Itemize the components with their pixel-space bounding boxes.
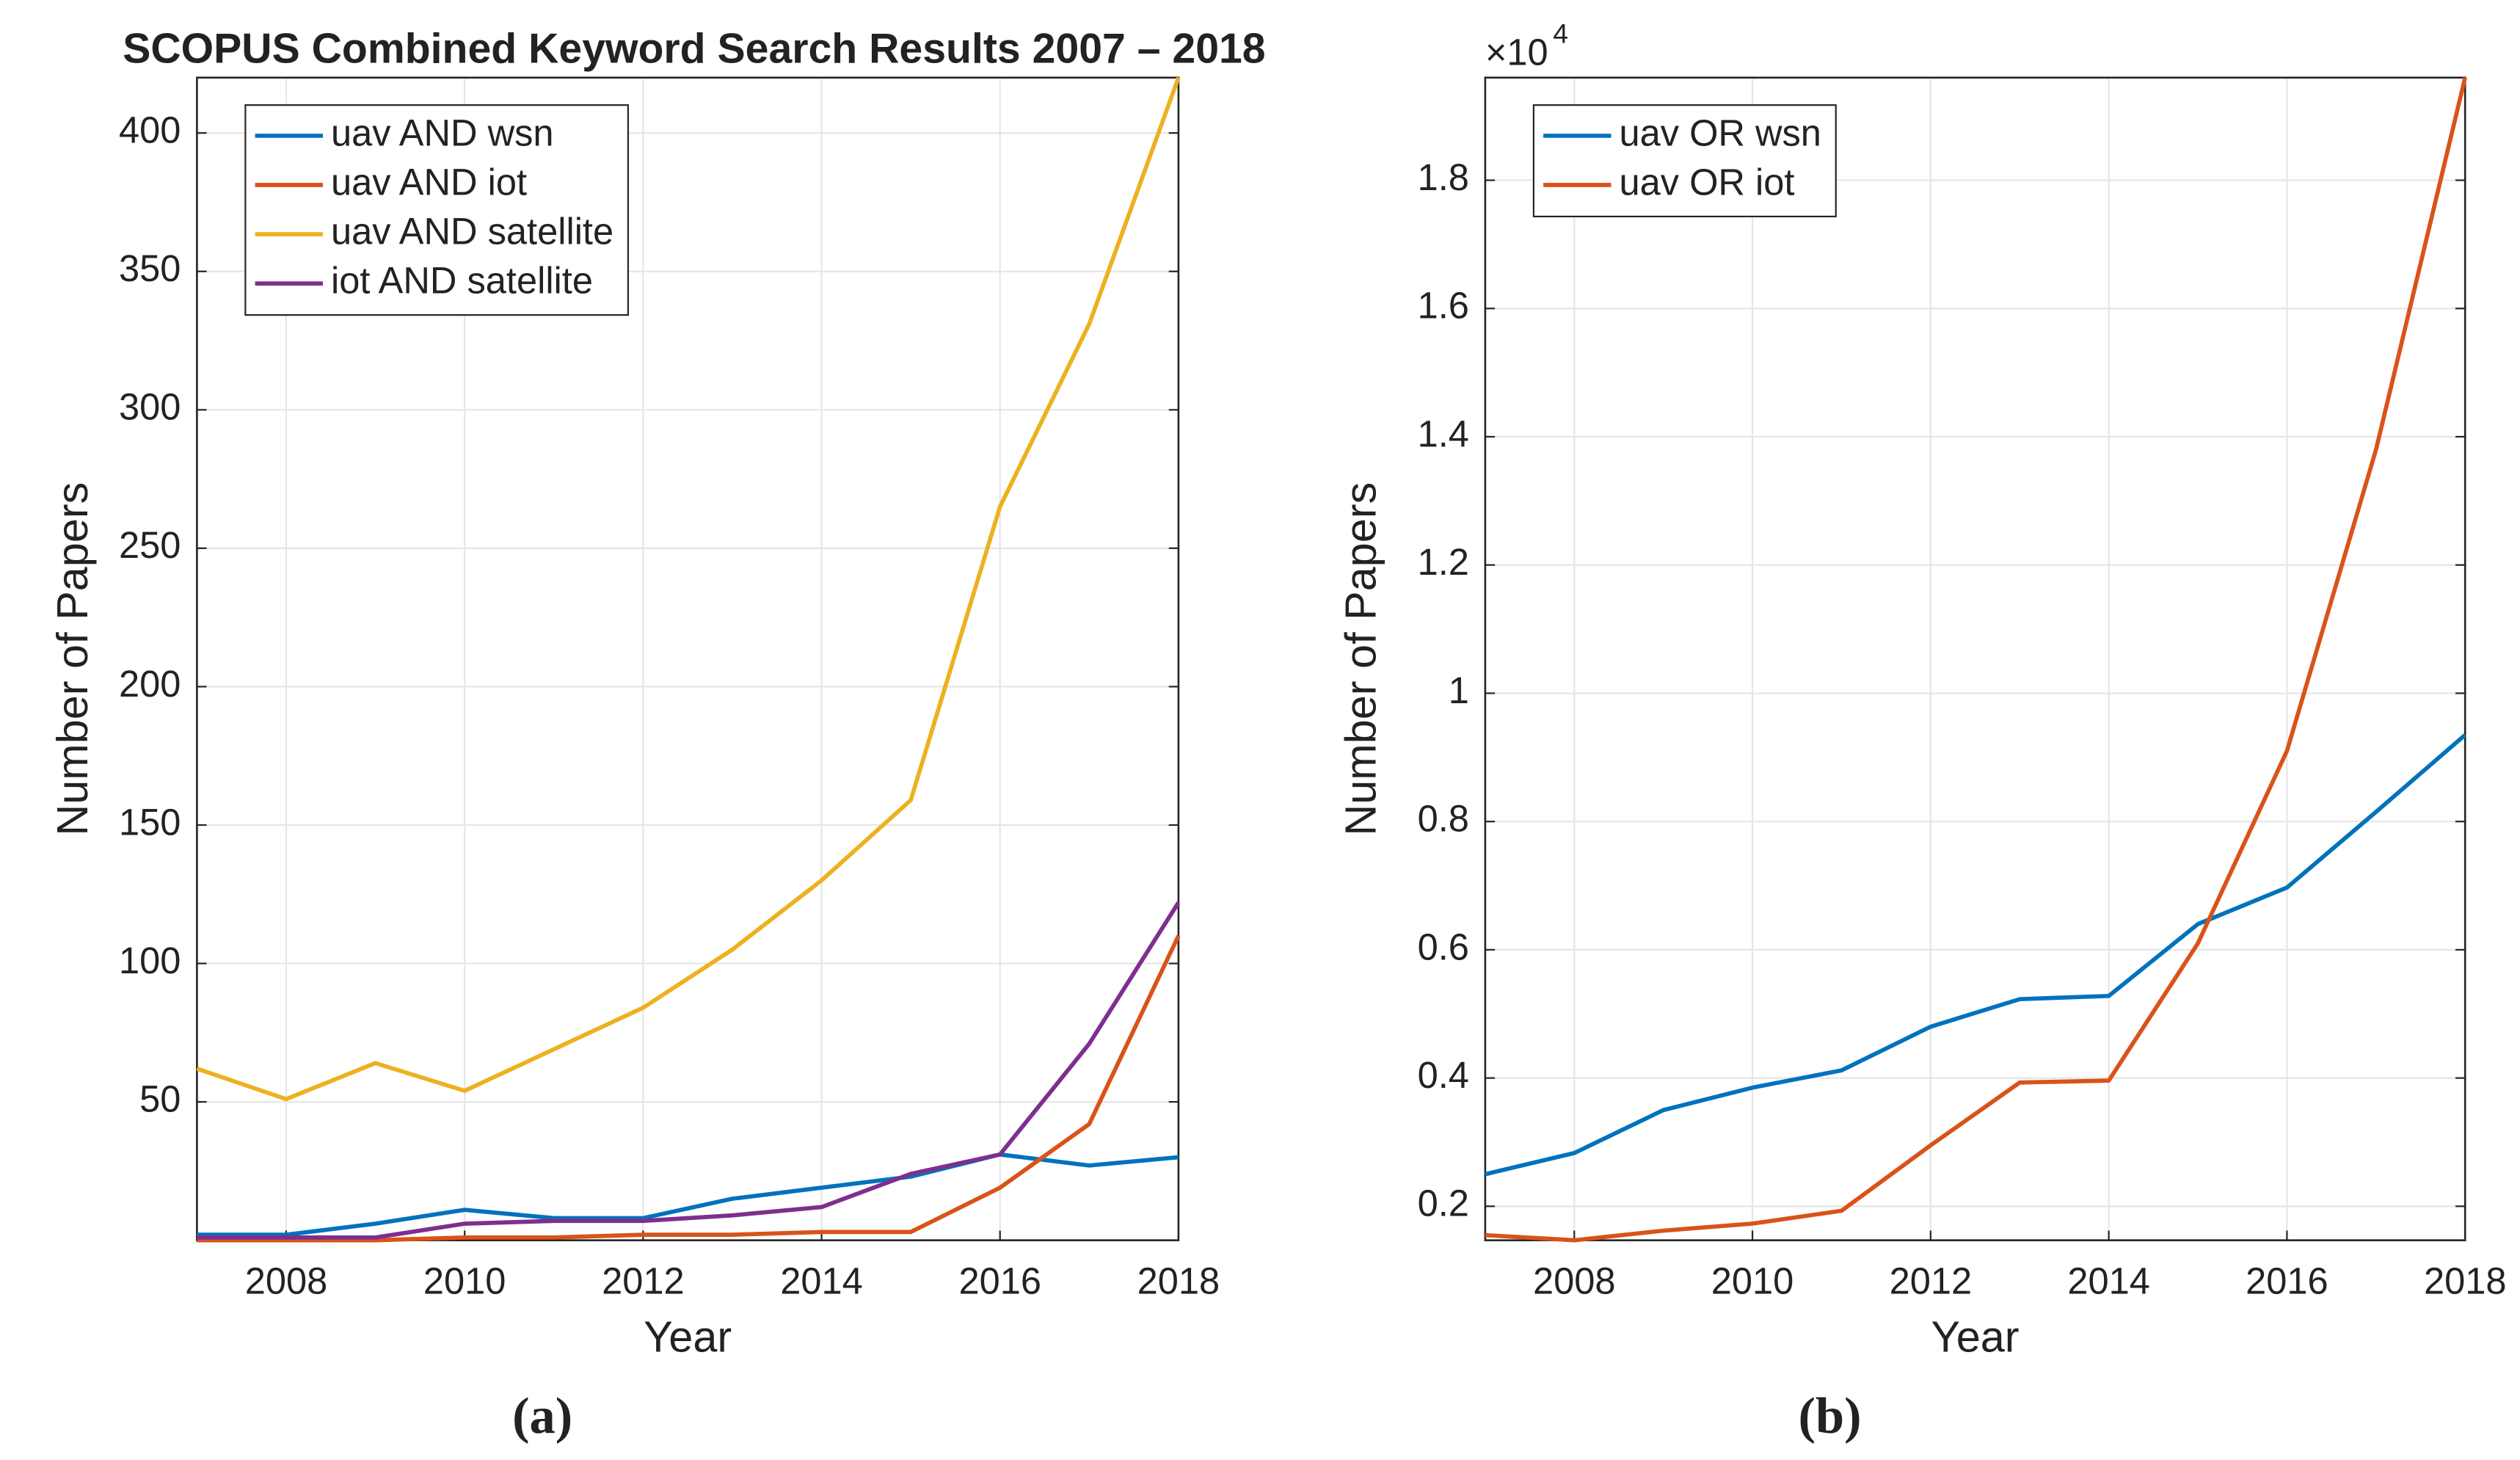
x-tick-label: 2010: [1711, 1260, 1794, 1301]
y-tick-label: 1.4: [1418, 413, 1469, 454]
y-tick-label: 100: [119, 940, 181, 981]
y-axis-label: Number of Papers: [1336, 482, 1385, 836]
y-tick-label: 50: [139, 1078, 181, 1119]
legend: uav AND wsn uav AND iot uav AND satellite i…: [244, 104, 630, 316]
caption: (b): [1799, 1387, 1862, 1445]
y-tick-label: 300: [119, 386, 181, 428]
y-tick-label: 400: [119, 109, 181, 151]
y-tick-label: 1.6: [1418, 285, 1469, 327]
chart-title: SCOPUS Combined Keyword Search Results 2…: [123, 26, 1265, 73]
y-tick-label: 1.8: [1418, 156, 1469, 198]
axes: 2008 2010 2012 2014 2016 2018 0.2 0.4 0.6 0.8 1 1.2…: [1336, 18, 2507, 1445]
plot-area: [1485, 77, 2466, 1241]
data-line: [1485, 733, 2467, 1177]
x-tick-label: 2012: [602, 1260, 685, 1301]
x-tick-label: 2018: [2424, 1260, 2507, 1301]
legend-label: uav AND satellite: [331, 210, 613, 252]
axes: 2008 2010 2012 2014 2016 2018 50 100 150 200 250 30…: [48, 26, 1266, 1445]
y-tick-label: 350: [119, 247, 181, 289]
y-multiplier: ×10: [1485, 31, 1548, 73]
x-tick-label: 2008: [1533, 1260, 1616, 1301]
data-line: [197, 934, 1181, 1243]
x-tick-label: 2016: [2246, 1260, 2328, 1301]
y-tick-label: 1: [1449, 669, 1469, 711]
y-tick-label: 250: [119, 524, 181, 566]
axes-box: [196, 76, 1180, 1241]
y-tick-label: 0.4: [1418, 1054, 1469, 1096]
y-tick-label: 0.2: [1418, 1183, 1469, 1224]
axes-box: [1484, 76, 2466, 1241]
legend: uav OR wsn uav OR iot: [1532, 104, 1837, 218]
x-tick-label: 2014: [780, 1260, 863, 1301]
y-tick-label: 0.6: [1418, 926, 1469, 967]
data-line: [196, 76, 1181, 1102]
x-tick-label: 2010: [423, 1260, 506, 1301]
legend-box: [1532, 104, 1837, 218]
y-tick-label: 1.2: [1418, 541, 1469, 583]
x-tick-label: 2014: [2067, 1260, 2150, 1301]
y-tick-label: 150: [119, 801, 181, 843]
y-tick-label: 0.8: [1418, 798, 1469, 840]
x-axis-label: Year: [1931, 1312, 2020, 1362]
x-tick-label: 2018: [1137, 1260, 1220, 1301]
x-axis-label: Year: [644, 1312, 732, 1362]
legend-label: uav AND wsn: [331, 112, 554, 153]
data-line: [197, 901, 1181, 1240]
x-tick-label: 2016: [958, 1260, 1041, 1301]
data-line: [197, 1152, 1179, 1237]
caption: (a): [512, 1387, 572, 1445]
legend-label: iot AND satellite: [331, 260, 593, 302]
x-tick-label: 2012: [1890, 1260, 1973, 1301]
y-tick-label: 200: [119, 663, 181, 705]
legend-label: uav OR iot: [1619, 161, 1794, 203]
y-exponent: 4: [1553, 18, 1568, 48]
legend-box: [244, 104, 630, 316]
legend-label: uav OR wsn: [1619, 112, 1821, 153]
y-axis-label: Number of Papers: [48, 482, 97, 836]
data-line: [1485, 77, 2467, 1243]
x-tick-label: 2008: [245, 1260, 328, 1301]
legend-label: uav AND iot: [331, 161, 527, 203]
